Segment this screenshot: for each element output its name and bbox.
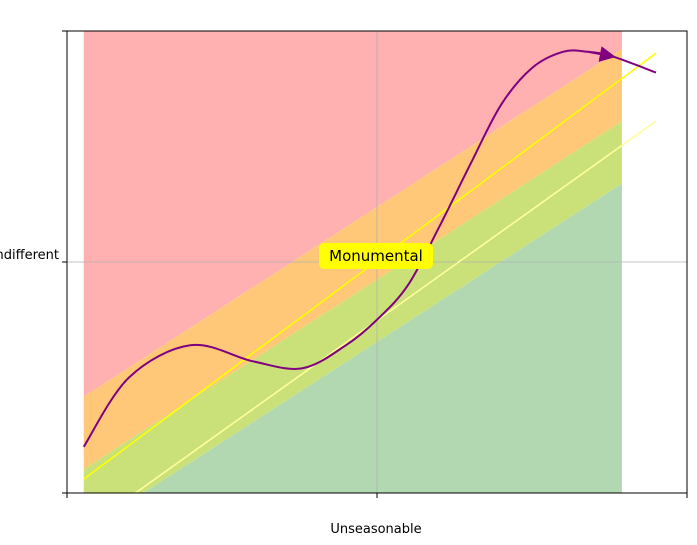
annotation-group: Monumental — [319, 243, 433, 269]
x-axis-label: Unseasonable — [330, 522, 421, 537]
zone-yellowgreen — [83, 121, 622, 493]
zone-red — [83, 31, 622, 397]
ticks: Indifferent — [0, 30, 688, 498]
annotation-text: Monumental — [329, 247, 423, 265]
zones-group — [83, 31, 622, 493]
annotation-box — [319, 243, 433, 269]
zone-green — [143, 183, 622, 493]
y-tick-label: Indifferent — [0, 248, 59, 263]
curve-arrow — [587, 46, 616, 62]
